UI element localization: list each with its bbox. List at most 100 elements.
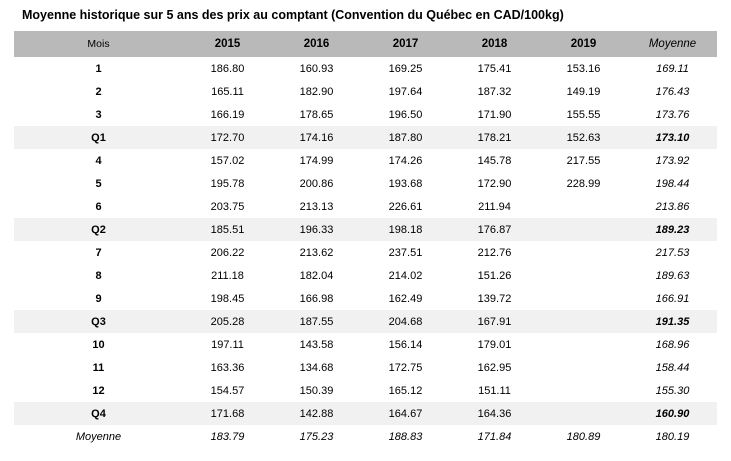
cell: 171.68 [210,407,245,420]
cell: 171.90 [477,108,512,121]
table-row-1: 1 186.80 160.93 169.25 175.41 153.16 169.11 [14,57,717,80]
row-label: 8 [95,269,102,282]
cell: 188.83 [388,430,423,443]
cell [539,287,628,310]
cell: 189.63 [655,269,690,282]
table-row-2: 2 165.11 182.90 197.64 187.32 149.19 176.43 [14,80,717,103]
table-row-11: 11 163.36 134.68 172.75 162.95 158.44 [14,356,717,379]
cell [539,195,628,218]
column-header-2017: 2017 [392,38,419,50]
cell: 167.91 [477,315,512,328]
cell: 228.99 [566,177,601,190]
cell: 174.26 [388,154,423,167]
cell: 172.70 [210,131,245,144]
cell: 162.49 [388,292,423,305]
column-header-moyenne: Moyenne [648,38,697,50]
cell: 166.91 [655,292,690,305]
cell: 186.80 [210,62,245,75]
cell: 196.33 [299,223,334,236]
row-label: Q1 [91,131,106,144]
cell: 198.18 [388,223,423,236]
table-header: Mois 2015 2016 2017 2018 2019 Moyenne [14,31,717,57]
column-header-2015: 2015 [214,38,241,50]
cell: 198.45 [210,292,245,305]
cell: 164.36 [477,407,512,420]
cell: 187.32 [477,85,512,98]
cell: 172.90 [477,177,512,190]
cell: 211.94 [478,200,511,213]
table-row-8: 8 211.18 182.04 214.02 151.26 189.63 [14,264,717,287]
cell: 173.76 [655,108,690,121]
cell: 152.63 [566,131,601,144]
cell: 165.12 [388,384,423,397]
cell: 211.18 [211,269,244,282]
cell: 198.44 [655,177,690,190]
cell: 165.11 [211,85,244,98]
table-row-q2: Q2 185.51 196.33 198.18 176.87 189.23 [14,218,717,241]
cell: 151.11 [478,384,511,397]
cell: 193.68 [388,177,423,190]
cell: 196.50 [388,108,423,121]
cell: 157.02 [210,154,245,167]
cell: 174.99 [299,154,334,167]
cell: 178.21 [477,131,512,144]
cell [539,241,628,264]
row-label: 11 [92,361,105,374]
cell: 206.22 [210,246,245,259]
row-label: 9 [95,292,102,305]
row-label: Moyenne [75,430,122,443]
cell: 142.88 [299,407,334,420]
cell: 213.62 [299,246,334,259]
table-row-q1: Q1 172.70 174.16 187.80 178.21 152.63 173.10 [14,126,717,149]
cell: 168.96 [655,338,690,351]
cell: 155.55 [566,108,601,121]
row-label: 2 [95,85,102,98]
table-row-12: 12 154.57 150.39 165.12 151.11 155.30 [14,379,717,402]
cell: 205.28 [210,315,245,328]
cell: 214.02 [388,269,423,282]
table-body: 1 186.80 160.93 169.25 175.41 153.16 169.11 2 16… [14,57,717,448]
cell: 164.67 [388,407,423,420]
cell: 154.57 [210,384,245,397]
cell [539,402,628,425]
table-row-7: 7 206.22 213.62 237.51 212.76 217.53 [14,241,717,264]
cell: 217.55 [566,154,601,167]
cell: 185.51 [210,223,245,236]
cell: 197.11 [211,338,244,351]
cell: 151.26 [477,269,512,282]
cell: 176.43 [655,85,690,98]
cell: 182.04 [299,269,334,282]
page-title: Moyenne historique sur 5 ans des prix au… [22,8,564,22]
cell: 203.75 [210,200,245,213]
column-header-mois: Mois [87,38,110,50]
cell: 173.10 [655,131,690,144]
cell [539,310,628,333]
cell: 180.89 [566,430,601,443]
cell: 160.93 [299,62,334,75]
cell: 160.90 [655,407,690,420]
cell [539,218,628,241]
cell: 163.36 [210,361,245,374]
row-label: 7 [95,246,102,259]
table-row-moyenne: Moyenne 183.79 175.23 188.83 171.84 180.89 180… [14,425,717,448]
cell: 166.98 [299,292,334,305]
cell: 183.79 [210,430,245,443]
cell: 175.23 [299,430,334,443]
cell: 197.64 [388,85,423,98]
cell: 226.61 [388,200,423,213]
table-row-4: 4 157.02 174.99 174.26 145.78 217.55 173.92 [14,149,717,172]
cell: 179.01 [477,338,512,351]
cell: 213.86 [655,200,690,213]
cell: 169.25 [388,62,423,75]
cell: 182.90 [299,85,334,98]
row-label: 4 [95,154,102,167]
table-row-5: 5 195.78 200.86 193.68 172.90 228.99 198.44 [14,172,717,195]
row-label: 5 [95,177,102,190]
row-label: 3 [95,108,102,121]
table-row-3: 3 166.19 178.65 196.50 171.90 155.55 173.76 [14,103,717,126]
cell: 173.92 [655,154,690,167]
cell: 149.19 [566,85,601,98]
cell: 156.14 [388,338,423,351]
cell [539,333,628,356]
cell: 237.51 [388,246,423,259]
